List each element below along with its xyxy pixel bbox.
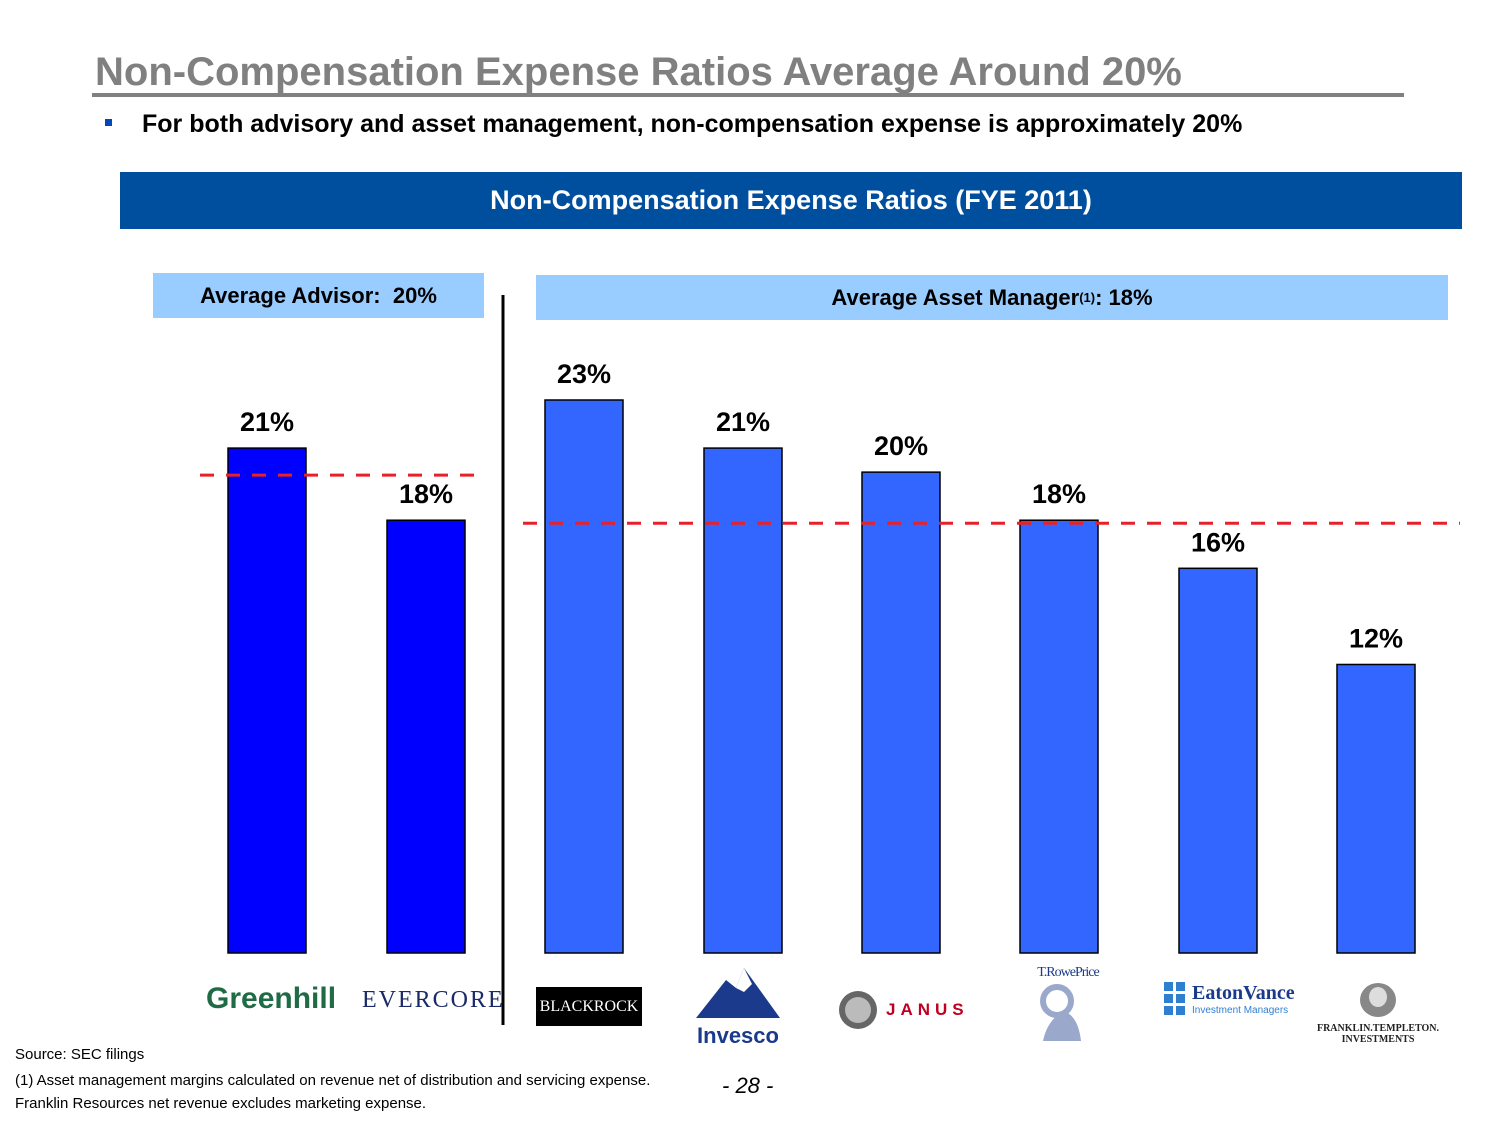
franklin-logo: FRANKLIN.TEMPLETON. INVESTMENTS [1312,980,1444,1045]
bar-evercore [386,519,466,954]
bar-greenhill [227,447,307,954]
page-title: Non-Compensation Expense Ratios Average … [95,50,1182,94]
eatonvance-logo: EatonVance Investment Managers [1164,982,1295,1016]
advisor-average-label: Average Advisor: [200,282,381,308]
chart-banner: Non-Compensation Expense Ratios (FYE 201… [120,172,1462,229]
ram-icon [1040,984,1081,1041]
bar-label: 18% [1032,479,1086,509]
manager-average-box: Average Asset Manager (1): 18% [536,275,1448,320]
bar-label: 23% [557,359,611,389]
manager-average-label: Average Asset Manager [831,284,1080,310]
franklin-name-line2: INVESTMENTS [1341,1034,1415,1045]
janus-logo: JANUS [838,990,969,1030]
subtitle: For both advisory and asset management, … [142,110,1243,138]
bar-label: 21% [716,407,770,437]
bar-label: 12% [1349,623,1403,653]
bar-eaton-vance [1178,567,1258,954]
troweprice-name: T.RowePrice [1037,965,1099,980]
bar-franklin-templeton [1336,663,1416,954]
page-number: - 28 - [722,1073,774,1098]
bar-label: 20% [874,431,928,461]
bar-blackrock [544,399,624,954]
bar-labels-group: 21% 18% 23% 21% 20% 18% 16% 12% [240,359,1403,653]
footer-source: Source: SEC filings [15,1046,145,1063]
bar-label: 16% [1191,527,1245,557]
advisor-average-value: 20% [392,282,437,308]
mountain-icon [696,968,780,1018]
bullet-icon [105,119,112,126]
average-lines-group [200,473,1460,525]
blackrock-logo: BLACKROCK [536,987,642,1026]
franklin-name-line1: FRANKLIN.TEMPLETON. [1316,1023,1440,1034]
janus-name: JANUS [886,1000,969,1019]
bar-t-rowe-price [1019,519,1099,954]
title-rule [92,93,1404,97]
advisor-average-box: Average Advisor: 20% [153,273,484,318]
bar-invesco [703,447,783,954]
bar-label: 18% [399,479,453,509]
invesco-name: Invesco [697,1023,779,1048]
footer-note: (1) Asset management margins calculated … [15,1072,651,1112]
janus-face-icon [839,991,877,1029]
bars-group [227,399,1416,954]
invesco-logo: Invesco [696,968,780,1049]
eatonvance-grid-icon [1164,982,1185,1015]
greenhill-logo: Greenhill [206,982,337,1015]
evercore-logo: EVERCORE [362,987,505,1013]
troweprice-logo: T.RowePrice [1028,965,1108,1048]
bar-janus [861,471,941,954]
bar-label: 21% [240,407,294,437]
manager-average-value: : 18% [1095,284,1153,310]
manager-average-footnote: (1) [1079,290,1096,305]
eatonvance-name: EatonVance [1192,982,1295,1004]
eatonvance-subtitle: Investment Managers [1192,1005,1289,1016]
franklin-portrait-icon [1360,983,1396,1017]
